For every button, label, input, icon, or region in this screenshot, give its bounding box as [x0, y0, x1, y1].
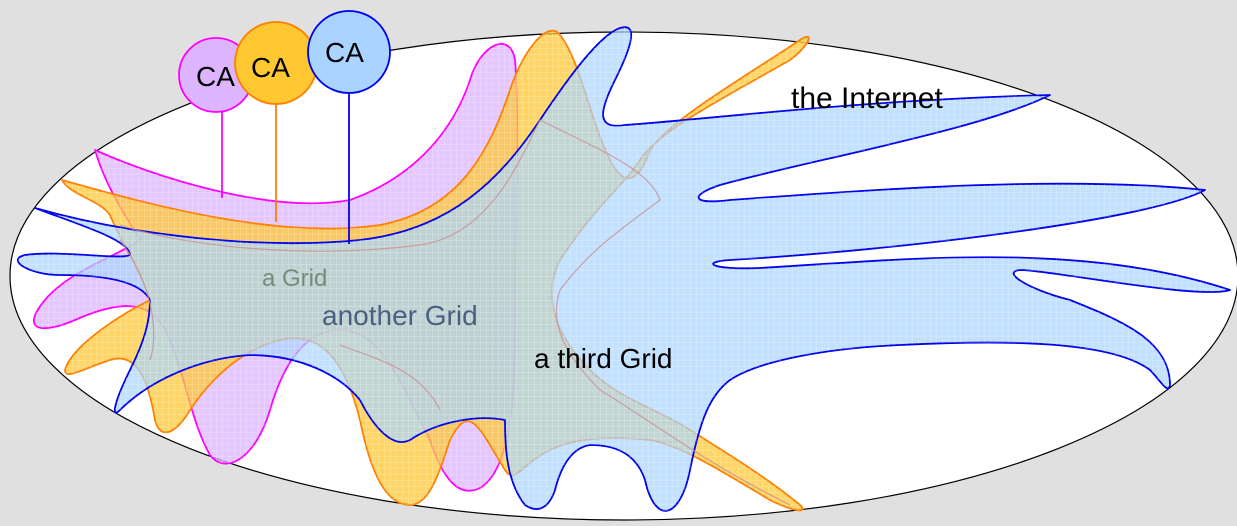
grid-c-region — [16, 26, 1231, 512]
internet-label: the Internet — [791, 82, 943, 115]
inner-grid-outline — [119, 119, 791, 506]
grid-b-label: another Grid — [322, 300, 478, 331]
grid-a-label: a Grid — [262, 265, 327, 292]
ca-3-label: CA — [325, 37, 364, 68]
ca-2-label: CA — [251, 52, 290, 83]
ca-1-label: CA — [196, 61, 235, 92]
ca-3-circle — [307, 10, 391, 94]
grid-c-label: a third Grid — [534, 343, 673, 374]
